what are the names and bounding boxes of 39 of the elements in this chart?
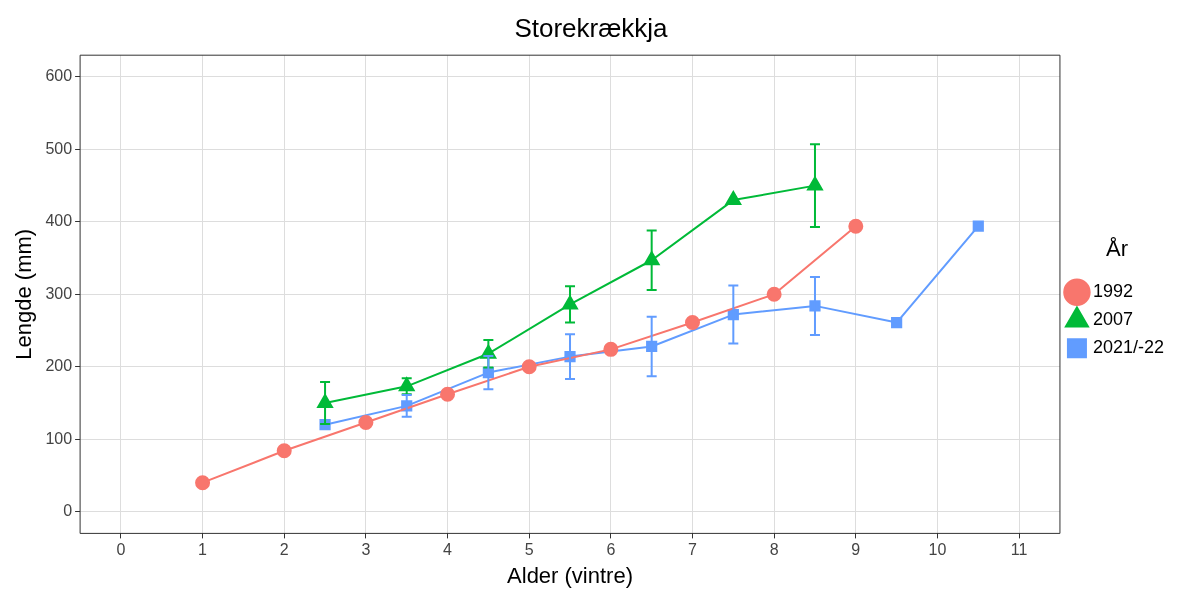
x-tick-label: 3 — [361, 541, 371, 559]
x-tick-label: 1 — [198, 541, 208, 559]
point — [276, 443, 292, 459]
legend-label: 2021/-22 — [1092, 337, 1164, 358]
legend-title: År — [1105, 235, 1128, 261]
y-tick-label: 100 — [45, 429, 73, 447]
x-tick-label: 8 — [769, 541, 779, 559]
x-tick-label: 10 — [928, 541, 947, 559]
chart-title: Storekrækkja — [514, 12, 669, 43]
legend-label: 2007 — [1092, 309, 1133, 330]
point — [766, 286, 782, 302]
legend-label: 1992 — [1092, 281, 1133, 302]
point — [521, 359, 537, 375]
x-tick-label: 7 — [688, 541, 698, 559]
y-tick-label: 300 — [45, 284, 73, 302]
point — [440, 386, 456, 402]
x-tick-label: 11 — [1010, 541, 1028, 559]
y-tick-label: 400 — [45, 212, 73, 230]
x-tick-label: 5 — [524, 541, 534, 559]
y-tick-label: 200 — [45, 357, 73, 375]
point — [809, 300, 821, 312]
point — [848, 218, 864, 234]
point — [195, 475, 211, 491]
point — [603, 341, 619, 357]
point — [972, 220, 984, 232]
x-tick-label: 2 — [279, 541, 289, 559]
x-tick-label: 4 — [443, 541, 453, 559]
point — [358, 415, 374, 431]
y-axis-title: Lengde (mm) — [11, 228, 37, 360]
point — [891, 316, 903, 329]
point — [725, 191, 742, 206]
y-tick-label: 0 — [63, 502, 73, 520]
x-tick-label: 0 — [116, 541, 126, 559]
y-tick-label: 500 — [45, 139, 73, 157]
y-tick-label: 600 — [45, 67, 73, 85]
x-axis-title: Alder (vintre) — [507, 562, 633, 588]
x-tick-label: 6 — [606, 541, 616, 559]
point — [685, 315, 700, 331]
x-tick-label: 9 — [851, 541, 861, 559]
